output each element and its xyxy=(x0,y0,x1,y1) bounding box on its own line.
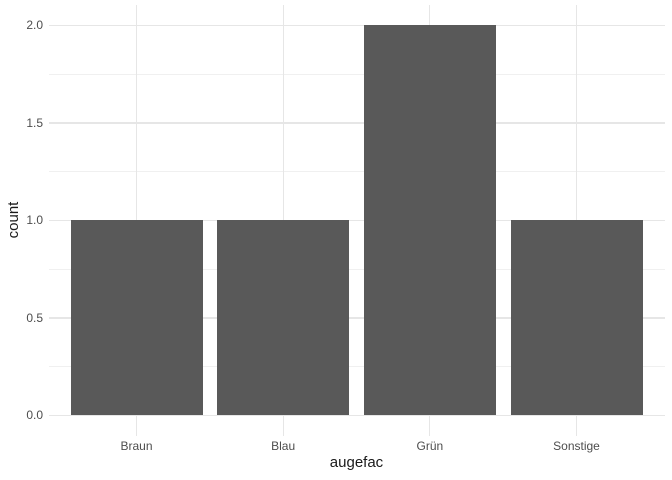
major-gridline-horizontal xyxy=(48,219,665,222)
x-axis-title: augefac xyxy=(329,454,384,471)
y-tick-label: 0.5 xyxy=(26,310,43,325)
bar-sonstige xyxy=(510,220,643,416)
y-tick-label: 2.0 xyxy=(26,18,43,33)
x-tick-label: Braun xyxy=(120,438,153,453)
y-axis-title: count xyxy=(5,201,22,239)
major-gridline-horizontal xyxy=(48,24,665,27)
minor-gridline-horizontal xyxy=(48,171,665,173)
x-tick-label: Sonstige xyxy=(553,438,600,453)
bar-blau xyxy=(217,220,350,416)
bar-grün xyxy=(363,25,496,416)
x-tick-label: Blau xyxy=(271,438,296,453)
major-gridline-horizontal xyxy=(48,414,665,416)
minor-gridline-horizontal xyxy=(48,73,665,75)
major-gridline-horizontal xyxy=(48,317,665,319)
bar-braun xyxy=(70,220,203,416)
y-tick-label: 1.0 xyxy=(26,213,43,228)
minor-gridline-horizontal xyxy=(48,366,665,368)
x-tick-label: Grün xyxy=(416,438,444,453)
y-tick-label: 1.5 xyxy=(26,115,43,130)
y-tick-label: 0.0 xyxy=(26,408,43,423)
minor-gridline-horizontal xyxy=(48,268,665,270)
major-gridline-horizontal xyxy=(48,122,665,124)
plot-panel xyxy=(48,5,665,436)
